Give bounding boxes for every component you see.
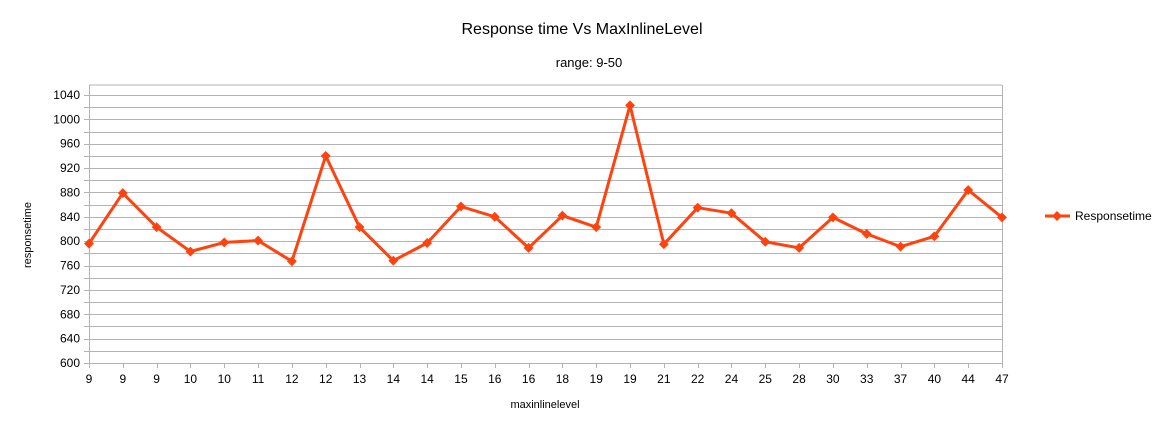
data-point: [658, 239, 669, 250]
y-tick-label: 680: [60, 307, 80, 321]
y-tick-label: 600: [60, 356, 80, 370]
data-point: [760, 236, 771, 247]
x-tick-label: 14: [387, 372, 401, 386]
x-tick-label: 18: [556, 372, 570, 386]
legend: Responsetime: [1045, 209, 1152, 223]
data-point: [219, 237, 230, 248]
x-tick-label: 22: [691, 372, 705, 386]
legend-label: Responsetime: [1075, 209, 1152, 223]
data-point: [422, 238, 433, 248]
data-point: [320, 150, 331, 161]
x-tick-label: 12: [319, 372, 333, 386]
data-point: [117, 188, 128, 199]
x-tick-label: 33: [860, 372, 874, 386]
data-point: [557, 210, 568, 221]
data-point: [456, 201, 466, 212]
x-tick-labels: 9 9 9 10 10 11 12 12 13 14 14 15 16 16 18 19 19 21 22 24 25 2…: [86, 372, 1009, 386]
data-point: [185, 246, 196, 257]
x-tick-label: 25: [759, 372, 773, 386]
y-tick-label: 1000: [53, 112, 80, 126]
data-point: [794, 242, 805, 253]
y-tick-label: 800: [60, 234, 80, 248]
x-tick-label: 37: [894, 372, 908, 386]
x-axis-title: maxinlinelevel: [510, 399, 579, 411]
y-tick-label: 920: [60, 161, 80, 175]
x-tick-label: 30: [826, 372, 840, 386]
x-tick-label: 9: [153, 372, 160, 386]
data-point: [523, 242, 534, 253]
data-point: [489, 211, 500, 222]
data-point: [354, 222, 365, 233]
y-tick-label: 1040: [53, 88, 80, 102]
x-tick-label: 9: [119, 372, 126, 386]
data-point: [726, 208, 737, 219]
x-tick-label: 10: [218, 372, 232, 386]
x-tick-label: 16: [522, 372, 536, 386]
x-tick-label: 14: [420, 372, 434, 386]
y-tick-label: 880: [60, 185, 80, 199]
data-point: [84, 238, 94, 249]
data-point: [286, 256, 297, 267]
data-point: [625, 100, 635, 111]
y-tick-label: 640: [60, 332, 80, 346]
data-point: [388, 255, 399, 266]
x-tick-label: 19: [623, 372, 637, 386]
x-tick-label: 28: [792, 372, 806, 386]
chart-title: Response time Vs MaxInlineLevel: [461, 21, 702, 38]
y-tick-label: 960: [60, 137, 80, 151]
y-axis-title: responsetime: [22, 202, 34, 268]
x-tick-label: 10: [184, 372, 198, 386]
data-point: [997, 212, 1007, 223]
data-point: [591, 222, 602, 233]
data-point: [929, 231, 940, 242]
x-tick-label: 47: [995, 372, 1009, 386]
axes: [89, 85, 1003, 368]
y-tick-label: 760: [60, 259, 80, 273]
y-tick-label: 840: [60, 210, 80, 224]
x-tick-label: 11: [252, 372, 265, 386]
x-tick-label: 24: [725, 372, 739, 386]
x-tick-label: 19: [590, 372, 604, 386]
data-point: [861, 228, 872, 239]
y-tick-label: 720: [60, 283, 80, 297]
x-tick-label: 9: [86, 372, 93, 386]
gridlines: [84, 84, 1002, 364]
data-point: [963, 185, 974, 195]
data-point: [895, 241, 906, 252]
data-point: [692, 202, 703, 213]
x-tick-label: 13: [353, 372, 367, 386]
legend-marker-icon: [1052, 211, 1062, 221]
chart-subtitle: range: 9-50: [556, 55, 623, 70]
x-tick-label: 12: [285, 372, 299, 386]
x-tick-label: 44: [962, 372, 976, 386]
x-tick-label: 21: [657, 372, 671, 386]
series-line: [87, 103, 1003, 263]
x-tick-label: 15: [454, 372, 468, 386]
x-tick-label: 40: [928, 372, 942, 386]
series-responsetime: [84, 100, 1007, 267]
data-point: [827, 212, 838, 223]
y-tick-labels: 600 640 680 720 760 800 840 880 920 960 1000 1040: [53, 88, 80, 370]
x-tick-label: 16: [488, 372, 502, 386]
data-point: [151, 222, 162, 233]
